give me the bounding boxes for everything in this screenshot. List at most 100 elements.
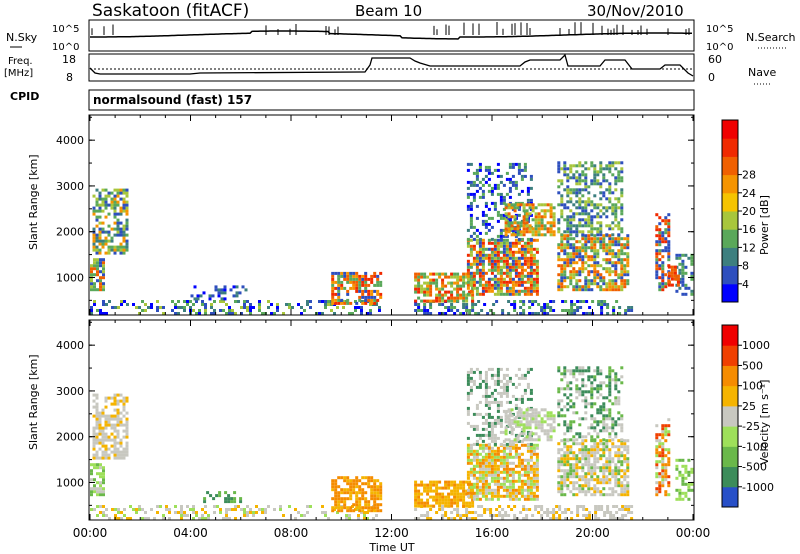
range-gate-cell	[358, 506, 362, 510]
range-gate-cell	[486, 312, 490, 315]
range-gate-cell	[593, 255, 597, 259]
range-gate-cell	[466, 262, 470, 266]
range-gate-cell	[90, 472, 93, 476]
range-gate-cell	[560, 209, 564, 213]
range-gate-cell	[504, 411, 508, 415]
range-gate-cell	[684, 470, 688, 474]
range-gate-cell	[667, 481, 671, 485]
range-gate-cell	[626, 466, 630, 470]
range-gate-cell	[249, 303, 252, 306]
range-gate-cell	[557, 463, 561, 467]
range-gate-cell	[608, 185, 612, 189]
range-gate-cell	[113, 233, 117, 237]
range-gate-cell	[345, 517, 348, 520]
range-gate-cell	[608, 481, 612, 485]
range-gate-cell	[606, 508, 610, 511]
range-gate-cell	[513, 303, 517, 306]
range-gate-cell	[343, 488, 347, 492]
range-gate-cell	[513, 517, 517, 520]
range-gate-cell	[466, 237, 470, 241]
range-gate-cell	[370, 476, 374, 480]
range-gate-cell	[532, 277, 536, 281]
range-gate-cell	[560, 448, 564, 452]
range-gate-cell	[581, 445, 585, 449]
range-gate-cell	[119, 399, 123, 403]
range-gate-cell	[110, 200, 114, 204]
range-gate-cell	[623, 472, 627, 476]
range-gate-cell	[596, 215, 600, 219]
range-gate-cell	[90, 493, 93, 497]
range-gate-cell	[596, 460, 600, 464]
range-gate-cell	[358, 295, 362, 299]
range-gate-cell	[478, 162, 482, 166]
range-gate-cell	[566, 402, 570, 406]
range-gate-cell	[658, 216, 662, 220]
range-gate-cell	[614, 481, 618, 485]
range-gate-cell	[189, 508, 192, 511]
range-gate-cell	[487, 189, 491, 193]
range-gate-cell	[617, 478, 621, 482]
range-gate-cell	[502, 476, 506, 480]
range-gate-cell	[584, 460, 588, 464]
range-gate-cell	[129, 505, 132, 508]
colorbar-swatch	[722, 192, 738, 212]
range-gate-cell	[379, 485, 383, 489]
range-gate-cell	[373, 494, 377, 498]
range-gate-cell	[355, 271, 359, 275]
range-gate-cell	[514, 439, 518, 443]
range-gate-cell	[546, 511, 550, 514]
range-gate-cell	[420, 287, 424, 291]
range-gate-cell	[514, 397, 518, 401]
range-gate-cell	[658, 243, 662, 247]
range-gate-cell	[560, 270, 564, 274]
range-gate-cell	[499, 216, 503, 220]
range-gate-cell	[593, 182, 597, 186]
range-gate-cell	[213, 505, 216, 508]
range-gate-cell	[492, 312, 496, 315]
range-gate-cell	[98, 206, 102, 210]
range-gate-cell	[465, 293, 469, 297]
range-gate-cell	[575, 432, 579, 436]
range-gate-cell	[549, 233, 553, 237]
range-gate-cell	[174, 505, 177, 508]
data-patch	[190, 285, 248, 301]
range-gate-cell	[602, 279, 606, 283]
range-gate-cell	[614, 396, 618, 400]
range-gate-cell	[493, 421, 497, 425]
range-gate-cell	[219, 309, 222, 312]
range-gate-cell	[605, 188, 609, 192]
range-gate-cell	[420, 483, 424, 487]
range-gate-cell	[300, 312, 303, 315]
range-gate-cell	[291, 306, 294, 309]
range-gate-cell	[487, 455, 491, 459]
range-gate-cell	[441, 505, 445, 508]
range-gate-cell	[99, 309, 102, 312]
range-gate-cell	[578, 191, 582, 195]
range-gate-cell	[255, 505, 258, 508]
range-gate-cell	[331, 485, 335, 489]
range-gate-cell	[522, 426, 526, 430]
range-gate-cell	[535, 452, 539, 456]
range-gate-cell	[526, 192, 530, 196]
range-gate-cell	[447, 486, 451, 490]
range-gate-cell	[520, 274, 524, 278]
range-gate-cell	[340, 506, 344, 510]
range-gate-cell	[435, 489, 439, 493]
range-gate-cell	[581, 390, 585, 394]
range-gate-cell	[599, 384, 603, 388]
range-gate-cell	[119, 423, 123, 427]
range-gate-cell	[490, 458, 494, 462]
range-gate-cell	[517, 452, 521, 456]
range-gate-cell	[414, 504, 418, 508]
range-gate-cell	[95, 224, 99, 228]
range-gate-cell	[104, 188, 108, 192]
range-gate-cell	[508, 265, 512, 269]
range-gate-cell	[125, 399, 129, 403]
range-gate-cell	[535, 470, 539, 474]
range-gate-cell	[620, 258, 624, 262]
range-gate-cell	[529, 458, 533, 462]
range-gate-cell	[502, 253, 506, 257]
range-gate-cell	[466, 292, 470, 296]
range-gate-cell	[453, 287, 457, 291]
range-gate-cell	[599, 448, 603, 452]
